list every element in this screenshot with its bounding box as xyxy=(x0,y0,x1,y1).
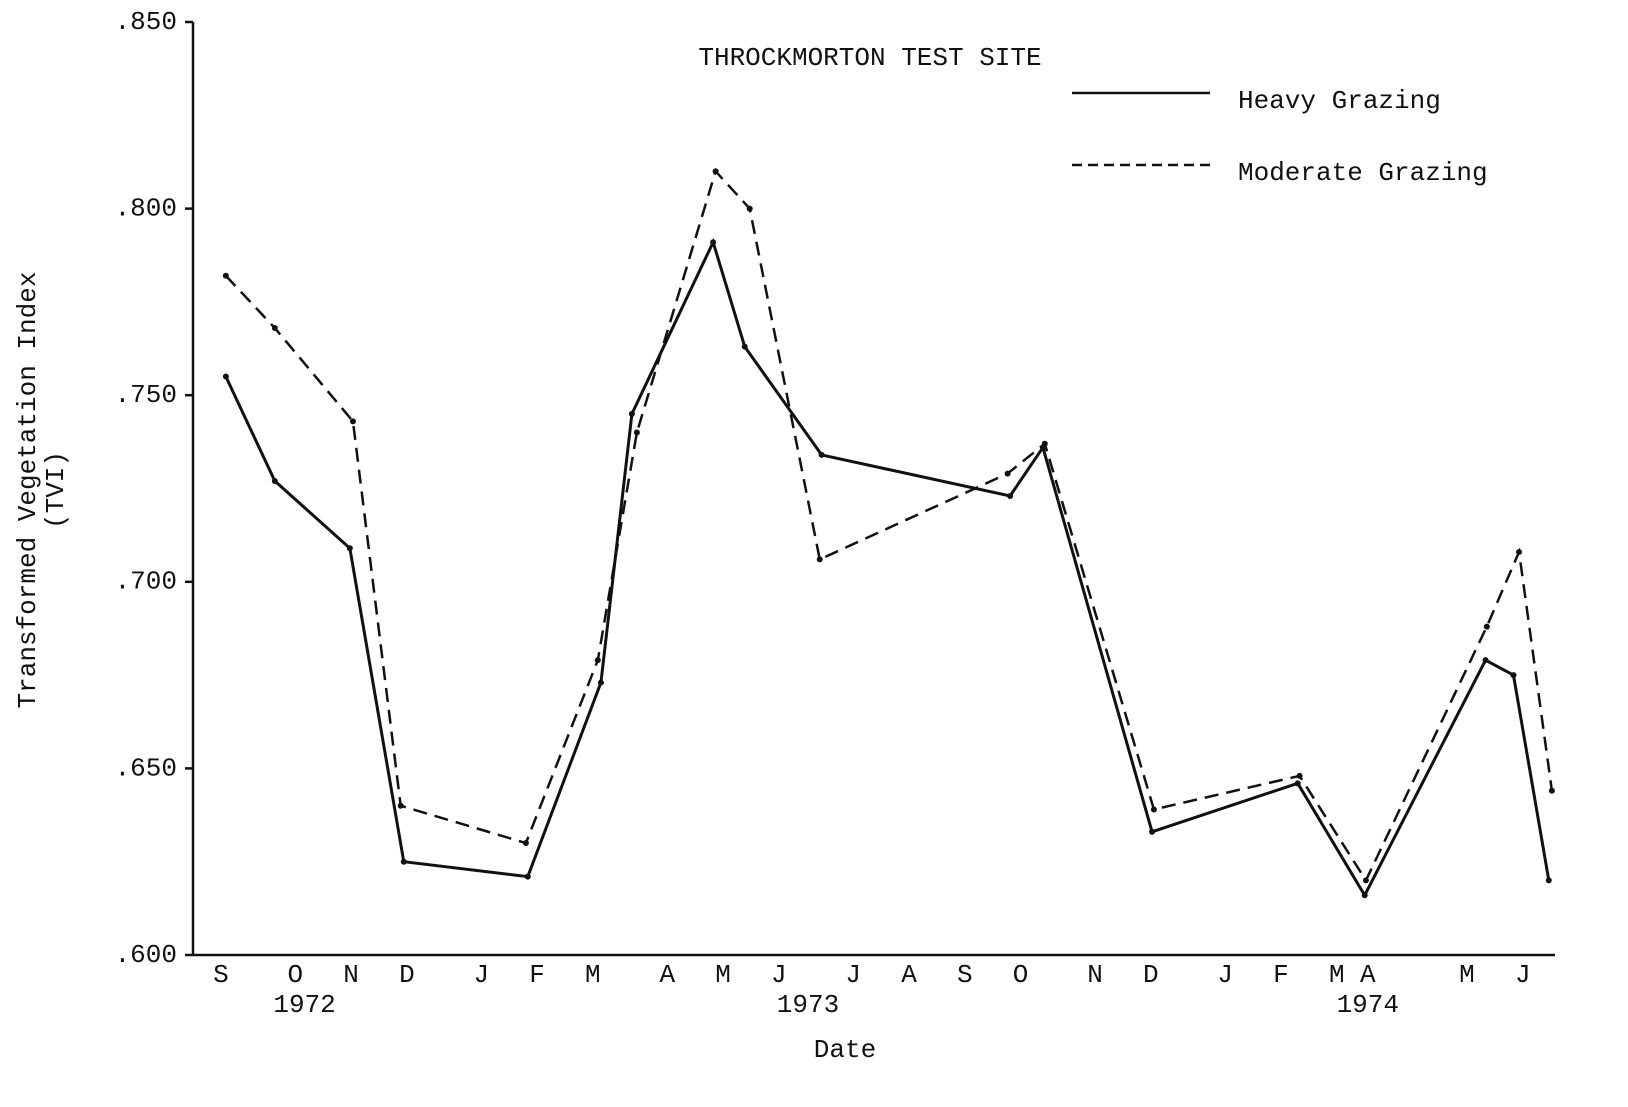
y-axis-label-sub: (TVI) xyxy=(41,451,71,529)
x-tick-label: A xyxy=(1360,960,1376,990)
x-tick-label: D xyxy=(1143,960,1159,990)
data-point xyxy=(710,239,717,246)
data-point xyxy=(1149,828,1156,835)
data-point xyxy=(1516,548,1523,555)
x-tick-label: O xyxy=(1013,960,1029,990)
x-tick-label: J xyxy=(1515,960,1531,990)
x-tick-label: N xyxy=(343,960,359,990)
legend-label: Heavy Grazing xyxy=(1238,86,1441,116)
data-point xyxy=(818,451,825,458)
data-point xyxy=(1548,787,1555,794)
y-tick-label: .600 xyxy=(115,940,177,970)
y-tick-label: .750 xyxy=(115,380,177,410)
data-point xyxy=(1041,440,1048,447)
data-point xyxy=(1362,877,1369,884)
data-point xyxy=(1361,892,1368,899)
x-tick-label: J xyxy=(1217,960,1233,990)
series-line xyxy=(224,168,1554,883)
x-tick-label: O xyxy=(287,960,303,990)
data-point xyxy=(397,802,404,809)
x-tick-label: M xyxy=(1329,960,1345,990)
data-point xyxy=(1004,470,1011,477)
data-point xyxy=(1545,877,1552,884)
x-axis-label: Date xyxy=(814,1035,876,1065)
y-axis-label: Transformed Vegetation Index xyxy=(13,272,43,709)
data-point xyxy=(346,545,353,552)
data-point xyxy=(222,272,229,279)
data-point xyxy=(1007,492,1014,499)
x-tick-label: J xyxy=(473,960,489,990)
series-line xyxy=(224,238,1551,899)
data-point xyxy=(1510,672,1517,679)
data-point xyxy=(597,679,604,686)
y-tick-label: .650 xyxy=(115,753,177,783)
data-point xyxy=(816,556,823,563)
x-tick-label: F xyxy=(1273,960,1289,990)
data-point xyxy=(1483,623,1490,630)
y-tick-label: .800 xyxy=(115,193,177,223)
data-point xyxy=(1482,657,1489,664)
x-tick-label: J xyxy=(845,960,861,990)
data-point xyxy=(628,410,635,417)
data-point xyxy=(271,478,278,485)
data-point xyxy=(1150,806,1157,813)
year-label: 1973 xyxy=(777,990,839,1020)
x-tick-label: S xyxy=(213,960,229,990)
data-point xyxy=(594,657,601,664)
data-point xyxy=(524,873,531,880)
data-point xyxy=(222,373,229,380)
x-tick-label: A xyxy=(659,960,675,990)
chart-title: THROCKMORTON TEST SITE xyxy=(698,43,1041,73)
data-point xyxy=(349,418,356,425)
data-point xyxy=(1294,780,1301,787)
y-tick-label: .700 xyxy=(115,567,177,597)
x-tick-label: J xyxy=(771,960,787,990)
x-tick-label: F xyxy=(529,960,545,990)
x-tick-label: M xyxy=(715,960,731,990)
data-point xyxy=(633,429,640,436)
data-point xyxy=(741,343,748,350)
year-label: 1972 xyxy=(273,990,335,1020)
x-tick-label: M xyxy=(1459,960,1475,990)
x-tick-label: D xyxy=(399,960,415,990)
x-tick-label: A xyxy=(901,960,917,990)
data-point xyxy=(522,840,529,847)
y-tick-label: .850 xyxy=(115,7,177,37)
x-tick-label: M xyxy=(585,960,601,990)
data-point xyxy=(712,168,719,175)
x-tick-label: N xyxy=(1087,960,1103,990)
year-label: 1974 xyxy=(1337,990,1399,1020)
data-point xyxy=(746,205,753,212)
data-point xyxy=(271,325,278,332)
data-point xyxy=(400,858,407,865)
x-tick-label: S xyxy=(957,960,973,990)
data-point xyxy=(1296,772,1303,779)
legend-label: Moderate Grazing xyxy=(1238,158,1488,188)
